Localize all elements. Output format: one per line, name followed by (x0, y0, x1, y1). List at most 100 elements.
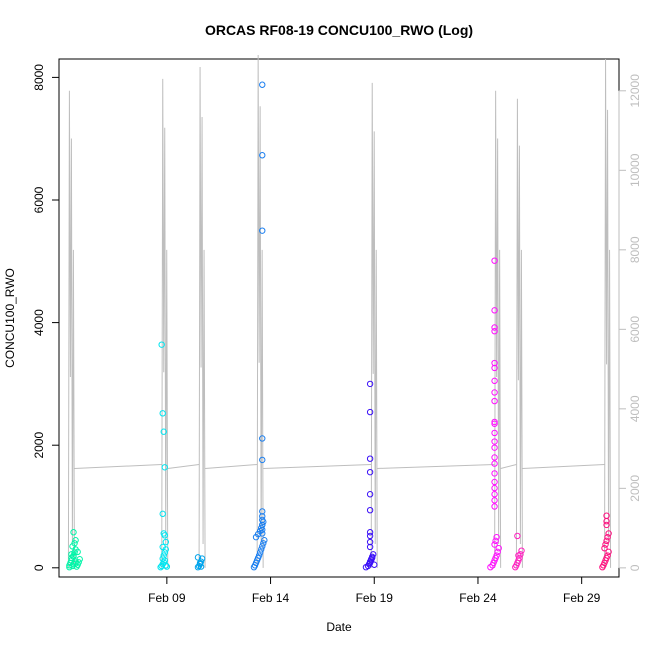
trace-lines (67, 55, 612, 568)
data-point (495, 544, 502, 552)
data-point (71, 549, 78, 556)
trace-burst (515, 98, 523, 568)
y2-tick-label: 4000 (628, 395, 642, 422)
data-point (603, 521, 610, 529)
trace-burst (198, 66, 206, 568)
y2-tick-label: 12000 (628, 74, 642, 108)
data-point (491, 389, 498, 396)
x-axis: Feb 09 Feb 14 Feb 19 Feb 24 Feb 29 (148, 576, 601, 605)
x-tick-label: Feb 09 (148, 591, 186, 605)
data-point (491, 327, 498, 335)
data-point (491, 377, 498, 385)
data-point (259, 81, 266, 88)
data-point (491, 444, 498, 451)
data-point (491, 257, 498, 264)
data-point (161, 549, 168, 556)
data-point (255, 552, 263, 559)
y-tick-label: 0 (32, 564, 46, 571)
data-point (159, 510, 166, 518)
data-point (366, 491, 374, 498)
data-point (366, 506, 374, 514)
data-point (259, 152, 266, 159)
data-point (366, 380, 374, 388)
data-point (487, 563, 494, 571)
data-point (72, 537, 79, 544)
data-point (491, 418, 498, 426)
data-point (605, 548, 612, 556)
data-point (366, 468, 374, 476)
trace-connector (377, 463, 495, 469)
data-point (259, 526, 266, 533)
data-point (514, 532, 521, 540)
data-point (370, 551, 377, 558)
data-point (197, 563, 205, 570)
data-point (76, 556, 83, 563)
data-point (491, 491, 498, 498)
data-point (261, 537, 268, 544)
trace-connector (205, 463, 258, 469)
data-point (518, 547, 525, 554)
x-axis-label: Date (326, 620, 352, 634)
data-point (601, 544, 608, 552)
data-point (159, 555, 166, 562)
trace-connector (74, 463, 162, 469)
x-tick-label: Feb 19 (356, 591, 394, 605)
data-point (260, 540, 267, 547)
data-point (71, 540, 78, 547)
x-tick-label: Feb 24 (459, 591, 497, 605)
y2-tick-label: 10000 (628, 153, 642, 187)
data-point (158, 341, 165, 348)
trace-burst (161, 78, 169, 568)
data-point (161, 464, 168, 471)
trace-burst (494, 90, 502, 568)
data-point (491, 438, 498, 445)
data-point (491, 478, 498, 486)
data-point (162, 538, 170, 546)
data-point (194, 554, 202, 561)
y2-tick-label: 0 (628, 564, 642, 571)
data-point (159, 410, 166, 417)
y-tick-label: 2000 (32, 432, 46, 459)
x-tick-label: Feb 14 (252, 591, 290, 605)
data-point (259, 543, 266, 550)
data-point (160, 428, 167, 435)
data-point (259, 530, 266, 537)
data-point (491, 470, 498, 477)
y2-axis: 0 2000 4000 6000 8000 10000 12000 (618, 74, 642, 571)
data-point (491, 429, 498, 437)
data-point (258, 546, 265, 553)
trace-connector (522, 463, 605, 469)
data-point (603, 518, 610, 525)
data-point (491, 324, 498, 331)
y-axis-label: CONCU100_RWO (3, 268, 17, 368)
trace-burst (604, 58, 612, 568)
trace-burst (256, 55, 264, 568)
data-point (256, 549, 264, 556)
data-point (491, 541, 498, 548)
y-tick-label: 6000 (32, 186, 46, 213)
data-point (70, 529, 77, 536)
data-point (366, 408, 374, 416)
data-point (494, 548, 501, 556)
trace-connector (500, 464, 517, 469)
data-point (491, 460, 498, 467)
data-point (602, 541, 609, 548)
data-point (196, 559, 204, 567)
data-point (491, 503, 498, 510)
data-point (368, 554, 376, 562)
data-point (163, 563, 171, 570)
y-tick-label: 8000 (32, 64, 46, 91)
data-point (68, 551, 75, 558)
data-point (366, 529, 374, 536)
data-points (66, 81, 612, 571)
data-point (493, 552, 500, 559)
data-point (366, 543, 374, 551)
y2-tick-label: 8000 (628, 236, 642, 263)
data-point (74, 548, 81, 556)
data-point (491, 364, 498, 372)
data-point (366, 532, 374, 540)
data-point (605, 530, 612, 537)
y2-tick-label: 2000 (628, 475, 642, 502)
data-point (604, 552, 611, 559)
